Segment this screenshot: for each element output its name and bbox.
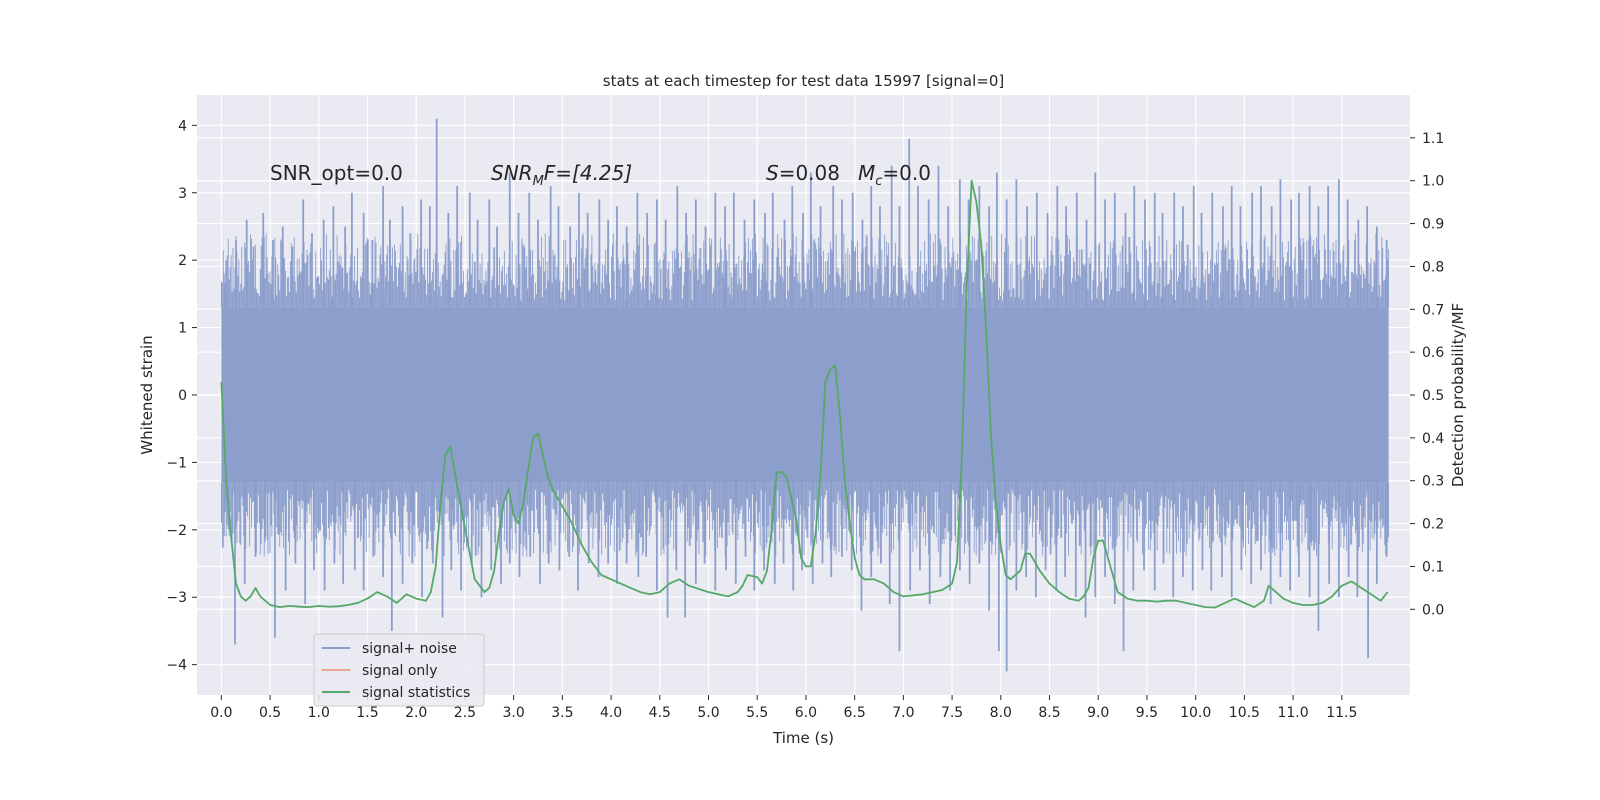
x-tick-label: 10.5 xyxy=(1229,705,1260,721)
y-tick-label: 4 xyxy=(178,118,187,134)
snr-mf-base: SNR xyxy=(491,161,533,185)
x-tick-label: 6.0 xyxy=(795,705,817,721)
y-tick-label: −1 xyxy=(166,455,187,471)
y-right-tick-label: 1.0 xyxy=(1422,174,1444,190)
y-axis-label: Whitened strain xyxy=(138,335,156,454)
y-tick-label: 2 xyxy=(178,253,187,269)
y-tick-label: 0 xyxy=(178,388,187,404)
legend-label: signal statistics xyxy=(362,685,470,701)
x-tick-label: 11.5 xyxy=(1326,705,1357,721)
x-tick-label: 4.0 xyxy=(600,705,622,721)
x-tick-label: 8.0 xyxy=(990,705,1012,721)
x-tick-label: 11.0 xyxy=(1277,705,1308,721)
y-right-tick-label: 0.7 xyxy=(1422,302,1444,318)
x-tick-label: 6.5 xyxy=(844,705,866,721)
chart-title: stats at each timestep for test data 159… xyxy=(603,72,1004,90)
annotation-s: S=0.08 xyxy=(766,161,840,185)
noise-upper-texture xyxy=(220,233,1390,308)
annotation-snr-mf: SNRMF=[4.25] xyxy=(491,161,632,189)
legend-label: signal+ noise xyxy=(362,641,457,657)
x-tick-label: 1.0 xyxy=(308,705,330,721)
s-value: =0.08 xyxy=(779,161,840,185)
legend: signal+ noise signal only signal statistic… xyxy=(313,633,485,707)
signal-statistics-line xyxy=(220,179,1389,609)
x-tick-label: 10.0 xyxy=(1180,705,1211,721)
y-tick-label: 3 xyxy=(178,186,187,202)
y-tick-label: −3 xyxy=(166,590,187,606)
noise-core-band xyxy=(221,307,1389,483)
x-tick-label: 9.5 xyxy=(1136,705,1158,721)
x-tick-label: 2.0 xyxy=(405,705,427,721)
legend-box xyxy=(313,633,485,707)
y-axis-right-label: Detection probability/MF xyxy=(1449,303,1467,487)
y-right-tick-label: 0.1 xyxy=(1422,559,1444,575)
annotation-snr-opt: SNR_opt=0.0 xyxy=(270,161,403,185)
mc-sub: c xyxy=(875,174,882,189)
mc-var: M xyxy=(858,161,875,185)
x-tick-label: 7.5 xyxy=(941,705,963,721)
y-tick-label: 1 xyxy=(178,321,187,337)
tick-labels: 0.0 0.5 1.0 1.5 2.0 2.5 3.0 3.5 4.0 4.5 5.0 5.5 6.0 6… xyxy=(166,118,1444,721)
y-right-tick-label: 0.2 xyxy=(1422,517,1444,533)
x-tick-label: 3.5 xyxy=(551,705,573,721)
x-tick-label: 7.0 xyxy=(892,705,914,721)
x-tick-label: 0.5 xyxy=(259,705,281,721)
series-signal-statistics xyxy=(220,179,1389,609)
y-right-tick-label: 0.9 xyxy=(1422,217,1444,233)
y-right-tick-label: 0.0 xyxy=(1422,602,1444,618)
y-right-tick-label: 0.8 xyxy=(1422,259,1444,275)
series-signal-noise xyxy=(220,118,1390,672)
x-tick-label: 5.0 xyxy=(697,705,719,721)
y-right-tick-label: 0.6 xyxy=(1422,345,1444,361)
snr-mf-rest: F=[4.25] xyxy=(544,161,632,185)
x-tick-label: 8.5 xyxy=(1038,705,1060,721)
s-var: S xyxy=(766,161,779,185)
y-tick-label: −4 xyxy=(166,658,187,674)
x-axis-label: Time (s) xyxy=(772,729,834,747)
y-right-tick-label: 1.1 xyxy=(1422,131,1444,147)
x-tick-label: 0.0 xyxy=(210,705,232,721)
y-right-tick-label: 0.3 xyxy=(1422,474,1444,490)
x-tick-label: 9.0 xyxy=(1087,705,1109,721)
mc-value: =0.0 xyxy=(882,161,931,185)
y-right-tick-label: 0.5 xyxy=(1422,388,1444,404)
x-tick-label: 5.5 xyxy=(746,705,768,721)
x-tick-label: 4.5 xyxy=(649,705,671,721)
y-right-tick-label: 0.4 xyxy=(1422,431,1444,447)
legend-label: signal only xyxy=(362,663,437,679)
y-tick-label: −2 xyxy=(166,523,187,539)
x-tick-label: 1.5 xyxy=(356,705,378,721)
x-tick-label: 3.0 xyxy=(503,705,525,721)
x-tick-label: 2.5 xyxy=(454,705,476,721)
snr-mf-sub: M xyxy=(533,174,544,189)
annotation-mc: Mc=0.0 xyxy=(858,161,931,189)
